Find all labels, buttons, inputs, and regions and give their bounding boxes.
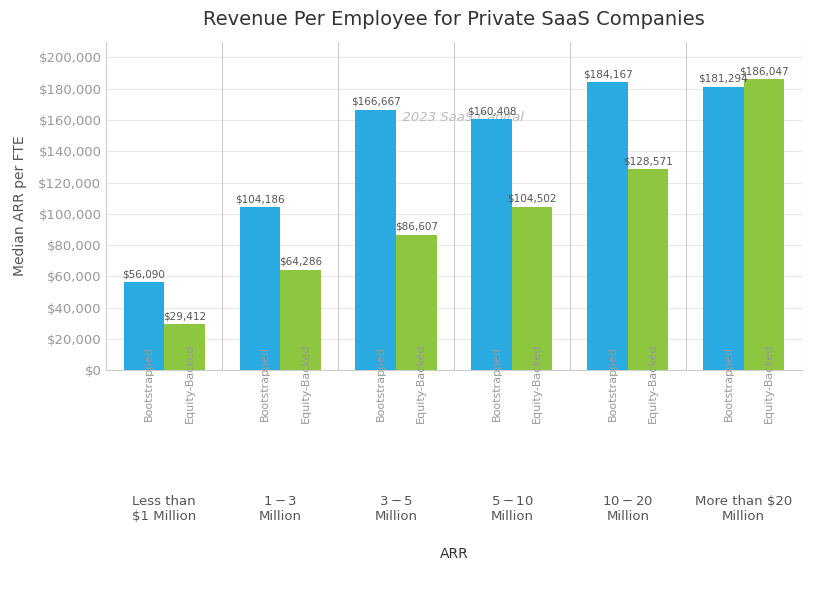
Bar	[396, 235, 437, 370]
Text: Bootstrapped: Bootstrapped	[375, 346, 386, 421]
Text: $10 - $20
Million: $10 - $20 Million	[602, 495, 654, 523]
Text: Equity-Backed: Equity-Backed	[416, 343, 426, 423]
Title: Revenue Per Employee for Private SaaS Companies: Revenue Per Employee for Private SaaS Co…	[203, 10, 705, 29]
Text: $104,186: $104,186	[235, 195, 285, 204]
Text: $160,408: $160,408	[467, 106, 516, 116]
Bar	[164, 324, 204, 370]
Bar	[628, 169, 668, 370]
Text: $56,090: $56,090	[123, 270, 165, 279]
Text: $5 - $10
Million: $5 - $10 Million	[491, 495, 533, 523]
Text: $1 - $3
Million: $1 - $3 Million	[258, 495, 302, 523]
Bar	[280, 270, 321, 370]
Text: Bootstrapped: Bootstrapped	[260, 346, 270, 421]
Y-axis label: Median ARR per FTE: Median ARR per FTE	[13, 136, 27, 276]
Bar	[124, 282, 164, 370]
Text: Bootstrapped: Bootstrapped	[492, 346, 501, 421]
Text: $181,294: $181,294	[699, 74, 748, 84]
Text: © 2023 SaaS Capital: © 2023 SaaS Capital	[384, 111, 524, 124]
Bar	[356, 109, 396, 370]
Bar	[512, 207, 552, 370]
Text: $104,502: $104,502	[507, 194, 557, 204]
Bar	[703, 87, 744, 370]
Bar	[240, 207, 280, 370]
Text: Equity-Backed: Equity-Backed	[533, 343, 542, 423]
Text: Equity-Backed: Equity-Backed	[764, 343, 774, 423]
Text: $86,607: $86,607	[395, 222, 438, 232]
Text: $3 - $5
Million: $3 - $5 Million	[375, 495, 417, 523]
Text: Bootstrapped: Bootstrapped	[723, 346, 734, 421]
Text: Equity-Backed: Equity-Backed	[300, 343, 311, 423]
Text: ARR: ARR	[439, 547, 469, 561]
Bar	[587, 82, 628, 370]
Text: $64,286: $64,286	[279, 257, 322, 267]
Text: Less than
$1 Million: Less than $1 Million	[133, 495, 196, 523]
Text: Bootstrapped: Bootstrapped	[608, 346, 618, 421]
Text: $184,167: $184,167	[582, 69, 632, 79]
Text: Equity-Backed: Equity-Backed	[185, 343, 195, 423]
Text: Bootstrapped: Bootstrapped	[144, 346, 154, 421]
Text: $166,667: $166,667	[351, 97, 401, 107]
Text: Equity-Backed: Equity-Backed	[648, 343, 658, 423]
Bar	[471, 119, 512, 370]
Text: $29,412: $29,412	[163, 312, 206, 321]
Text: More than $20
Million: More than $20 Million	[695, 495, 793, 523]
Text: $186,047: $186,047	[739, 66, 789, 76]
Text: $128,571: $128,571	[623, 156, 673, 167]
Bar	[744, 79, 784, 370]
